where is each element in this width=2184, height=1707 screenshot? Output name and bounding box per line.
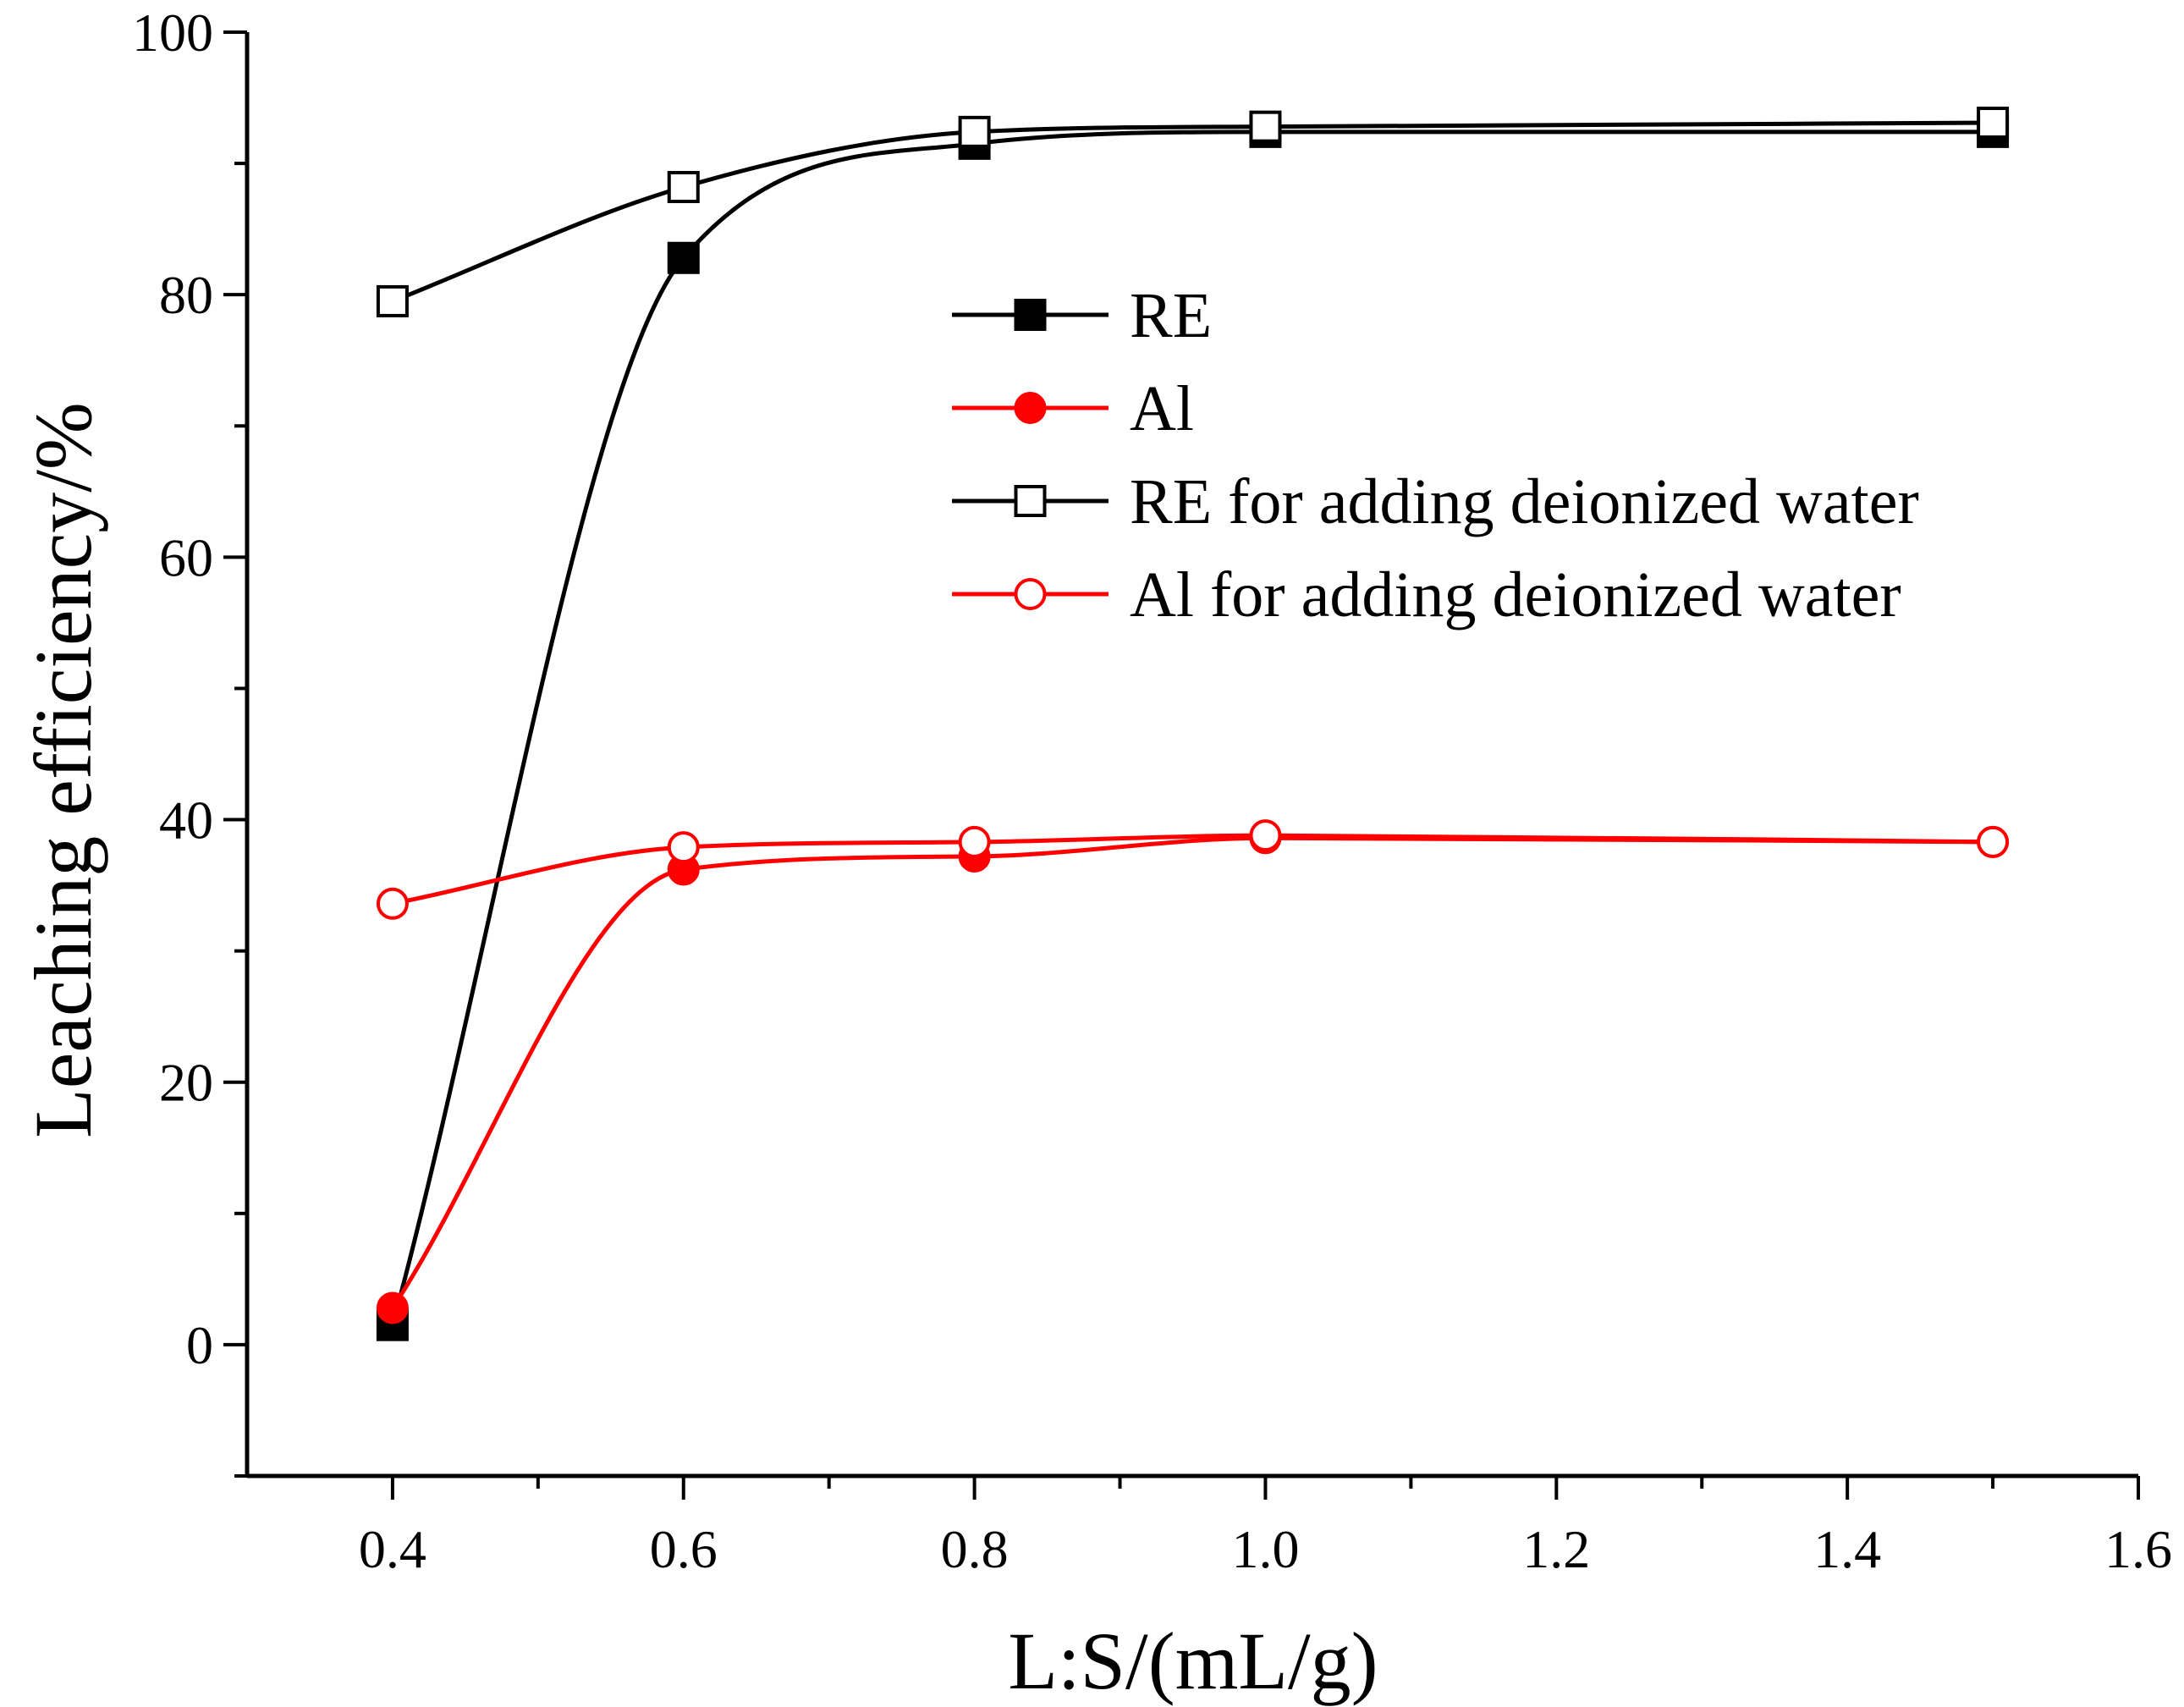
data-markers [376,107,2010,1341]
x-tick-labels: 0.4 0.6 0.8 1.0 1.2 1.4 1.6 [359,1519,2172,1579]
point-al-for-adding-deionized-water-0 [376,887,409,920]
point-al-for-adding-deionized-water-4 [1977,825,2010,858]
x-tick-label: 1.0 [1231,1519,1299,1579]
curve-re [390,129,1994,1326]
point-al-for-adding-deionized-water-2 [958,825,991,858]
point-al-for-adding-deionized-water-1 [667,831,700,864]
curve-al-for-adding-deionized-water [392,833,1994,906]
legend-marker-al-for-adding-deionized-water [1014,578,1047,610]
x-tick-label: 1.2 [1522,1519,1590,1579]
curve-re-for-adding-deionized-water [392,120,1994,304]
legend-label-re: RE [1130,280,1212,351]
x-tick-label: 1.4 [1813,1519,1881,1579]
y-tick-label: 100 [132,3,213,63]
point-re-for-adding-deionized-water-2 [958,115,991,148]
point-al-0 [376,1291,409,1324]
axes [223,30,2140,1500]
x-tick-label: 0.8 [941,1519,1009,1579]
point-al-for-adding-deionized-water-3 [1249,819,1282,852]
y-axis-title: Leaching efficiency/% [18,402,108,1138]
y-tick-label: 20 [159,1053,213,1113]
legend-label-al-for-adding-deionized-water: Al for adding deionized water [1130,559,1901,630]
point-re-1 [667,241,700,274]
x-axis-title: L:S/(mL/g) [1008,1616,1378,1706]
x-tick-label: 0.6 [650,1519,718,1579]
y-tick-label: 40 [159,790,213,851]
point-re-for-adding-deionized-water-0 [376,284,409,317]
y-tick-labels: 0 20 40 60 80 100 [132,3,213,1375]
x-tick-label: 0.4 [359,1519,426,1579]
legend-marker-al [1014,392,1047,424]
legend: RE Al RE for adding deionized water Al for … [952,280,1919,630]
point-re-for-adding-deionized-water-4 [1977,107,2010,140]
point-re-for-adding-deionized-water-3 [1249,110,1282,143]
y-tick-label: 0 [186,1315,213,1375]
x-tick-label: 1.6 [2104,1519,2172,1579]
legend-marker-re-for-adding-deionized-water [1014,485,1047,517]
y-tick-label: 60 [159,527,213,587]
y-tick-label: 80 [159,265,213,325]
fit-curves [390,120,1994,1326]
point-re-for-adding-deionized-water-1 [667,171,700,204]
legend-label-al: Al [1130,373,1194,444]
curve-al [390,835,1994,1309]
legend-marker-re [1014,299,1047,331]
legend-label-re-for-adding-deionized-water: RE for adding deionized water [1130,466,1919,537]
